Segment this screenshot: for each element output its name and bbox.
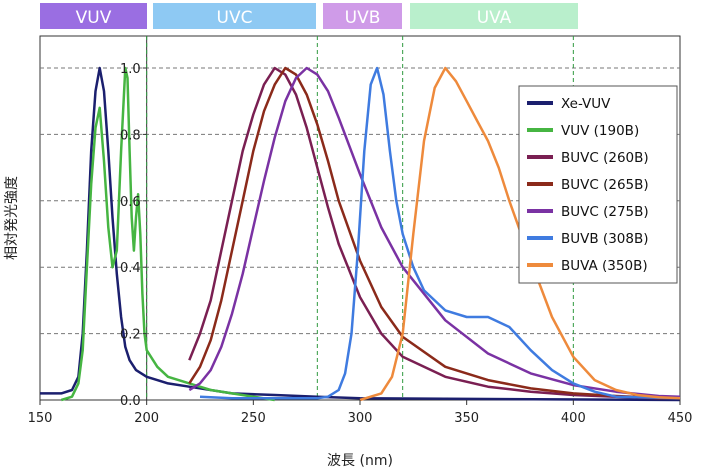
y-tick-label: 0.8 <box>120 128 141 143</box>
y-tick-label: 1.0 <box>120 62 141 77</box>
band-uva <box>410 3 578 29</box>
series-line-4 <box>188 66 681 398</box>
x-tick-label: 300 <box>348 411 373 426</box>
x-tick-label: 250 <box>241 411 266 426</box>
x-axis: 150 200 250 300 350 400 450 <box>28 400 693 426</box>
legend: Xe-VUV VUV (190B) BUVC (260B) BUVC (265B) BU… <box>518 85 678 284</box>
x-axis-label: 波長 (nm) <box>327 453 393 469</box>
x-tick-label: 350 <box>454 411 479 426</box>
series-line-5 <box>199 66 681 400</box>
band-vuv <box>40 3 147 29</box>
x-tick-label: 400 <box>561 411 586 426</box>
series-line-1 <box>60 66 275 402</box>
x-tick-label: 150 <box>28 411 53 426</box>
legend-entry-3: BUVC (265B) <box>561 177 649 193</box>
x-tick-label: 450 <box>668 411 693 426</box>
y-tick-label: 0.6 <box>120 195 141 210</box>
y-axis-label: 相対発光強度 <box>4 176 20 260</box>
band-label-vuv: VUV <box>76 8 112 28</box>
x-tick-label: 200 <box>134 411 159 426</box>
legend-entry-6: BUVA (350B) <box>561 258 648 274</box>
series-line-2 <box>188 66 680 400</box>
y-tick-label: 0.0 <box>120 394 141 409</box>
series-lines <box>40 66 681 402</box>
legend-entry-1: VUV (190B) <box>561 123 639 139</box>
series-line-3 <box>188 66 681 400</box>
legend-entry-5: BUVB (308B) <box>561 231 649 247</box>
series-line-6 <box>359 66 681 402</box>
legend-entry-2: BUVC (260B) <box>561 150 649 166</box>
legend-entry-4: BUVC (275B) <box>561 204 649 220</box>
band-label-uvc: UVC <box>217 8 253 28</box>
band-uvb <box>323 3 402 29</box>
band-uvc <box>153 3 316 29</box>
band-label-uva: UVA <box>477 8 512 28</box>
y-tick-label: 0.2 <box>120 328 141 343</box>
band-strip: VUV UVC UVB UVA <box>40 3 578 29</box>
y-axis: 0.0 0.2 0.4 0.6 0.8 1.0 <box>120 62 147 409</box>
band-label-uvb: UVB <box>345 8 381 28</box>
y-tick-label: 0.4 <box>120 261 141 276</box>
legend-entry-0: Xe-VUV <box>561 96 611 112</box>
